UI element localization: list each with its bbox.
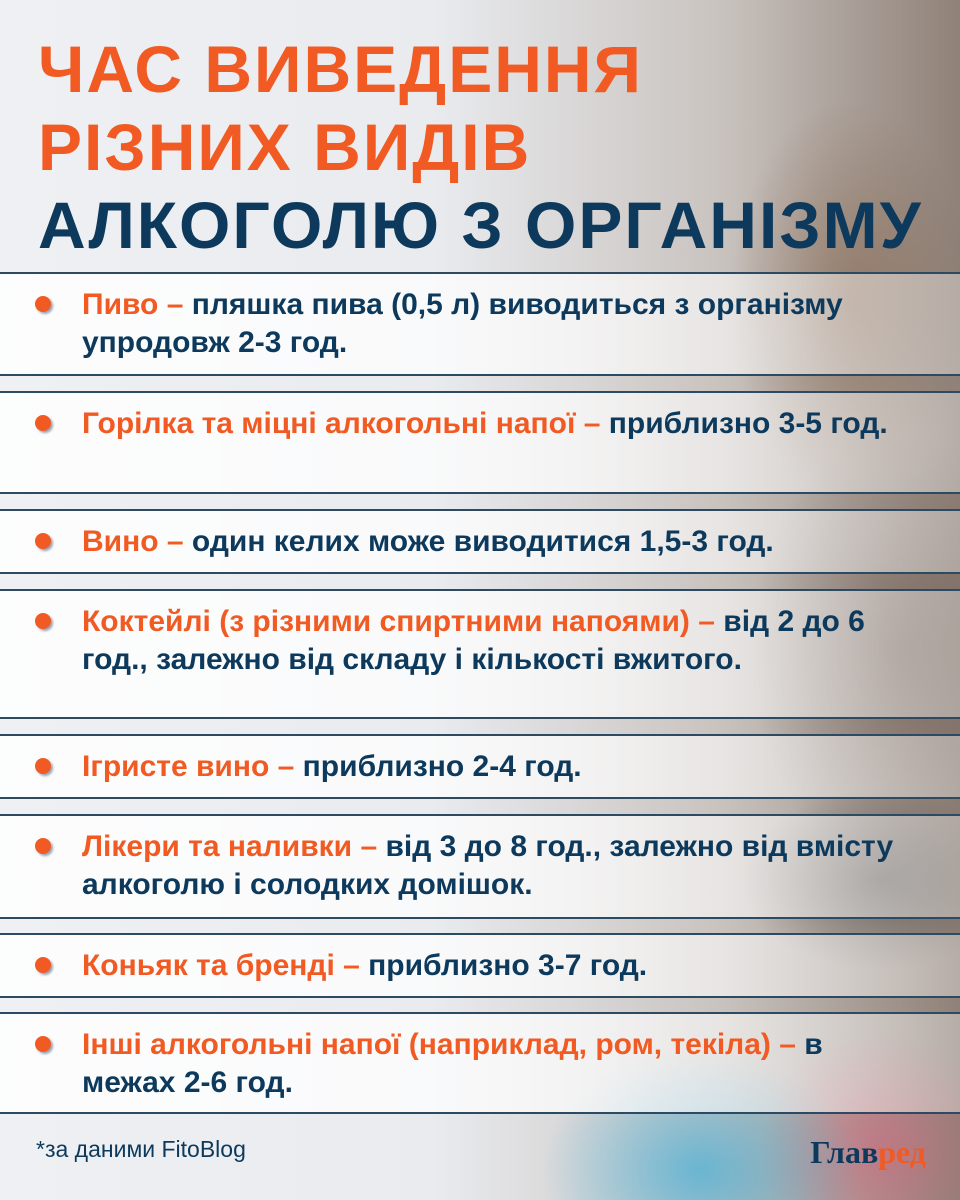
bullet-icon bbox=[35, 957, 51, 973]
item-heading: Лікери та наливки – bbox=[82, 830, 378, 863]
list-item: Коньяк та бренді – приблизно 3-7 год. bbox=[0, 933, 960, 998]
bullet-icon bbox=[35, 613, 51, 629]
list-item: Горілка та міцні алкогольні напої – приб… bbox=[0, 391, 960, 494]
title-line-3: АЛКОГОЛЮ З ОРГАНІЗМУ bbox=[38, 188, 923, 262]
item-heading: Інші алкогольні напої (наприклад, ром, т… bbox=[82, 1028, 796, 1061]
title-line-1: ЧАС ВИВЕДЕННЯ bbox=[38, 32, 643, 106]
item-text: від 2 до 6 год., залежно від складу і кі… bbox=[82, 605, 865, 676]
item-heading: Вино – bbox=[82, 525, 184, 558]
item-text: приблизно 2-4 год. bbox=[294, 750, 582, 783]
source-note: *за даними FitoBlog bbox=[36, 1136, 246, 1162]
item-heading: Ігристе вино – bbox=[82, 750, 295, 783]
bullet-icon bbox=[35, 838, 51, 854]
list-item: Лікери та наливки – від 3 до 8 год., зал… bbox=[0, 814, 960, 919]
list-item: Вино – один келих може виводитися 1,5-3 … bbox=[0, 509, 960, 574]
list-item: Пиво – пляшка пива (0,5 л) виводиться з … bbox=[0, 272, 960, 376]
item-heading: Пиво – bbox=[82, 288, 184, 321]
item-text: від 3 до 8 год., залежно від вмісту алко… bbox=[82, 830, 894, 901]
logo-part2: ред bbox=[878, 1134, 926, 1170]
item-text: один келих може виводитися 1,5-3 год. bbox=[183, 525, 774, 558]
item-text: в межах 2-6 год. bbox=[82, 1028, 823, 1099]
bullet-icon bbox=[35, 415, 51, 431]
list-item: Ігристе вино – приблизно 2-4 год. bbox=[0, 734, 960, 799]
item-heading: Горілка та міцні алкогольні напої – bbox=[82, 407, 601, 440]
item-text: приблизно 3-5 год. bbox=[600, 407, 888, 440]
page-title: ЧАС ВИВЕДЕННЯ РІЗНИХ ВИДІВ АЛКОГОЛЮ З ОР… bbox=[38, 30, 923, 264]
bullet-icon bbox=[35, 758, 51, 774]
title-line-2: РІЗНИХ ВИДІВ bbox=[38, 110, 532, 184]
item-text: приблизно 3-7 год. bbox=[359, 949, 648, 982]
item-heading: Коктейлі (з різними спиртними напоями) – bbox=[82, 605, 715, 638]
bullet-icon bbox=[35, 1036, 51, 1052]
item-text: пляшка пива (0,5 л) виводиться з організ… bbox=[82, 288, 843, 359]
logo-part1: Глав bbox=[810, 1134, 879, 1170]
logo: Главред bbox=[810, 1134, 926, 1171]
bullet-icon bbox=[35, 533, 51, 549]
bullet-icon bbox=[35, 296, 51, 312]
list-item: Інші алкогольні напої (наприклад, ром, т… bbox=[0, 1012, 960, 1114]
list-item: Коктейлі (з різними спиртними напоями) –… bbox=[0, 589, 960, 719]
item-heading: Коньяк та бренді – bbox=[82, 949, 360, 982]
